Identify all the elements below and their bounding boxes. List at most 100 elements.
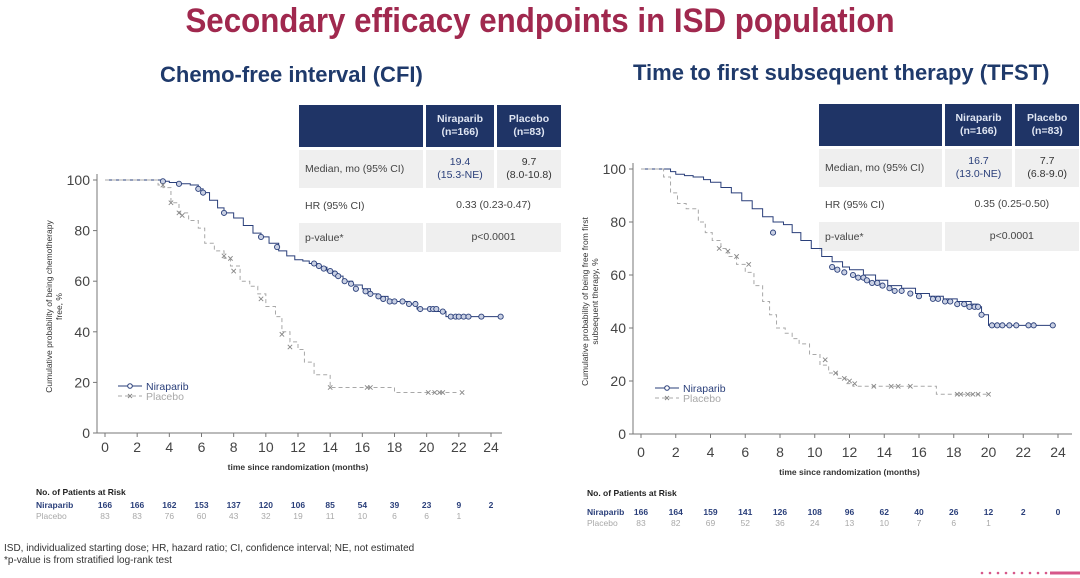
censor-mark-placebo [221,253,227,259]
risk-count-niraparib: 108 [807,507,822,517]
censor-mark-niraparib [311,260,318,267]
stats-header-blank [819,104,942,146]
legend-marker-niraparib [664,385,670,391]
x-tick-label: 22 [451,439,467,455]
censor-mark-niraparib [195,185,202,192]
x-tick-label: 0 [101,439,109,455]
y-tick-label: 80 [610,214,626,230]
censor-mark-placebo [888,383,894,389]
risk-count-placebo: 69 [705,518,716,528]
risk-count-placebo: 1 [456,511,462,521]
niraparib-curve [641,168,1053,326]
censor-mark-niraparib [348,280,355,287]
risk-count-placebo: 6 [392,511,397,521]
risk-count-niraparib: 166 [633,507,649,517]
x-tick-label: 10 [258,439,274,455]
censor-mark-niraparib [220,209,228,216]
y-tick-label: 60 [610,267,626,283]
risk-count-niraparib: 40 [914,507,924,517]
risk-count-placebo: 24 [810,518,820,528]
risk-count-niraparib: 166 [97,500,113,510]
risk-count-placebo: 52 [740,518,750,528]
y-tick-label: 20 [610,373,626,389]
y-tick-label: 40 [74,324,90,340]
median-niraparib: 16.7 (13.0-NE) [944,149,1013,187]
risk-count-niraparib: 166 [130,500,145,510]
y-tick-label: 40 [610,320,626,336]
x-tick-label: 2 [133,439,141,455]
censor-mark-placebo [822,357,828,363]
risk-count-niraparib: 12 [983,507,994,517]
censor-mark-niraparib [257,233,265,240]
censor-mark-niraparib [966,303,973,310]
placebo-curve [105,179,459,394]
censor-mark-placebo [970,391,976,397]
risk-label-niraparib: Niraparib [36,500,74,510]
hr-label: HR (95% CI) [825,198,885,211]
risk-count-niraparib: 9 [456,500,462,510]
stats-header-niraparib: Niraparib (n=166) [944,104,1013,146]
censor-mark-placebo [965,391,971,397]
risk-count-niraparib: 96 [844,507,855,517]
censor-mark-niraparib [907,290,914,297]
censor-mark-niraparib [947,298,954,305]
censor-mark-placebo [975,391,981,397]
censor-mark-niraparib [405,300,413,308]
censor-mark-niraparib [200,189,207,196]
risk-count-niraparib: 162 [162,500,177,510]
x-tick-label: 8 [776,444,784,460]
x-tick-label: 12 [842,444,858,460]
censor-mark-niraparib [320,265,327,272]
median-label: Median, mo (95% CI) [299,150,423,188]
censor-mark-niraparib [497,313,504,320]
x-tick-label: 16 [355,439,371,455]
censor-mark-niraparib [886,285,893,292]
x-tick-label: 10 [807,444,823,460]
censor-mark-placebo [432,390,438,396]
x-tick-label: 2 [672,444,680,460]
censor-mark-niraparib [849,271,857,279]
pvalue-value: p<0.0001 [944,222,1079,251]
x-tick-label: 12 [290,439,306,455]
x-tick-label: 22 [1015,444,1031,460]
legend-label-niraparib: Niraparib [683,383,726,395]
censor-mark-niraparib [341,278,348,285]
risk-count-niraparib: 54 [357,500,368,510]
censor-mark-niraparib [863,277,870,284]
censor-mark-placebo [176,210,182,216]
risk-count-niraparib: 2 [1020,507,1026,517]
risk-count-placebo: 7 [916,518,922,528]
risk-count-niraparib: 137 [226,500,241,510]
legend-label-placebo: Placebo [683,393,721,405]
pvalue-label: p-value* [819,222,942,251]
risk-header: No. of Patients at Risk [36,487,126,497]
risk-label-niraparib: Niraparib [587,507,625,517]
risk-count-niraparib: 23 [421,500,432,510]
censor-mark-placebo [725,248,731,254]
censor-mark-niraparib [478,313,485,320]
censor-mark-niraparib [439,308,446,315]
risk-count-placebo: 11 [325,511,335,521]
tfst-stats-table: Niraparib (n=166) Placebo (n=83) Median, m… [816,101,1080,254]
y-tick-label: 100 [603,161,627,177]
censor-mark-placebo [258,296,264,302]
censor-mark-niraparib [391,298,398,305]
censor-mark-niraparib [327,268,334,275]
censor-mark-placebo [833,370,839,376]
censor-mark-niraparib [841,269,848,276]
censor-mark-niraparib [942,298,949,305]
censor-mark-niraparib [829,263,836,271]
risk-count-niraparib: 159 [703,507,718,517]
risk-count-placebo: 83 [100,511,110,521]
risk-count-placebo: 10 [879,518,889,528]
risk-count-placebo: 1 [986,518,991,528]
censor-mark-placebo [871,383,877,389]
censor-mark-placebo [425,390,431,396]
x-tick-label: 14 [876,444,892,460]
censor-mark-niraparib [399,298,406,305]
footnote-abbrev: ISD, individualized starting dose; HR, h… [4,543,415,554]
censor-mark-niraparib [465,313,472,320]
risk-count-placebo: 6 [951,518,957,528]
risk-count-placebo: 13 [844,518,855,528]
